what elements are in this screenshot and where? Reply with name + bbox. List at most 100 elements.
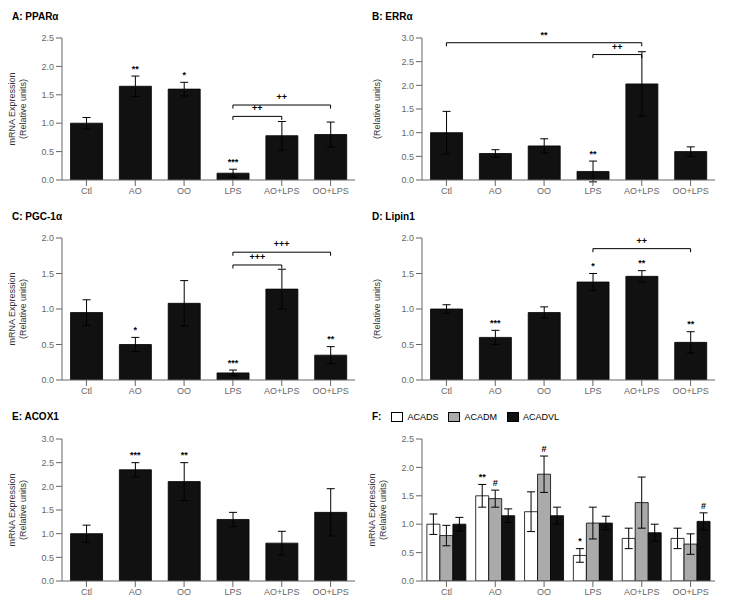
svg-text:AO+LPS: AO+LPS [264, 186, 299, 196]
svg-text:***: *** [228, 157, 239, 167]
svg-text:OO: OO [177, 587, 191, 597]
svg-text:OO+LPS: OO+LPS [312, 587, 348, 597]
svg-text:Ctl: Ctl [81, 387, 92, 397]
svg-text:***: *** [130, 450, 141, 460]
svg-text:0.0: 0.0 [401, 376, 414, 386]
svg-text:**: ** [541, 30, 549, 40]
svg-text:1.5: 1.5 [41, 90, 54, 100]
svg-text:++: ++ [612, 42, 623, 52]
svg-text:OO: OO [177, 387, 191, 397]
svg-text:**: ** [590, 149, 598, 159]
svg-text:1.0: 1.0 [401, 519, 414, 529]
svg-text:0.5: 0.5 [41, 147, 54, 157]
svg-text:0.5: 0.5 [41, 552, 54, 562]
svg-text:2.0: 2.0 [401, 462, 414, 472]
svg-text:Ctl: Ctl [441, 387, 452, 397]
svg-text:2.5: 2.5 [401, 57, 414, 67]
svg-text:OO+LPS: OO+LPS [672, 587, 708, 597]
svg-text:OO: OO [537, 186, 551, 196]
svg-text:0.0: 0.0 [401, 175, 414, 185]
svg-text:AO+LPS: AO+LPS [264, 387, 299, 397]
svg-text:2.0: 2.0 [41, 62, 54, 72]
svg-text:#: # [701, 500, 706, 510]
svg-text:++: ++ [252, 103, 263, 113]
svg-text:**: ** [327, 335, 335, 345]
svg-text:2.0: 2.0 [401, 234, 414, 244]
svg-text:2.5: 2.5 [401, 434, 414, 444]
svg-text:AO+LPS: AO+LPS [624, 186, 659, 196]
svg-text:2.5: 2.5 [41, 458, 54, 468]
svg-text:AO+LPS: AO+LPS [624, 587, 659, 597]
svg-text:1.0: 1.0 [41, 305, 54, 315]
svg-text:mRNA Expression(Relative units: mRNA Expression(Relative units) [368, 473, 388, 546]
svg-text:AO+LPS: AO+LPS [264, 587, 299, 597]
svg-text:1.0: 1.0 [401, 128, 414, 138]
svg-text:0.5: 0.5 [41, 340, 54, 350]
svg-text:AO: AO [129, 186, 142, 196]
svg-text:1.0: 1.0 [41, 118, 54, 128]
svg-text:LPS: LPS [584, 587, 601, 597]
svg-text:++: ++ [636, 236, 647, 246]
svg-text:Ctl: Ctl [441, 186, 452, 196]
svg-text:0.5: 0.5 [401, 152, 414, 162]
svg-text:+++: +++ [249, 252, 265, 262]
svg-text:AO: AO [489, 387, 502, 397]
svg-text:3.0: 3.0 [41, 434, 54, 444]
svg-text:**: ** [687, 320, 695, 330]
svg-text:#: # [493, 478, 498, 488]
svg-text:0.0: 0.0 [41, 576, 54, 586]
svg-text:*: * [578, 536, 582, 546]
svg-text:OO: OO [537, 387, 551, 397]
svg-text:(Relative units): (Relative units) [372, 79, 382, 139]
svg-text:AO: AO [129, 387, 142, 397]
svg-text:Ctl: Ctl [81, 587, 92, 597]
svg-text:AO: AO [489, 186, 502, 196]
svg-text:1.5: 1.5 [401, 104, 414, 114]
svg-text:AO: AO [129, 587, 142, 597]
svg-text:1.5: 1.5 [401, 491, 414, 501]
svg-text:mRNA Expression(Relative units: mRNA Expression(Relative units) [8, 273, 28, 346]
svg-text:0.0: 0.0 [41, 175, 54, 185]
svg-text:2.5: 2.5 [41, 33, 54, 43]
svg-text:0.5: 0.5 [401, 340, 414, 350]
svg-text:3.0: 3.0 [401, 33, 414, 43]
svg-text:**: ** [479, 472, 487, 482]
svg-text:***: *** [228, 358, 239, 368]
svg-text:mRNA Expression(Relative units: mRNA Expression(Relative units) [8, 473, 28, 546]
svg-text:LPS: LPS [584, 186, 601, 196]
svg-text:OO+LPS: OO+LPS [672, 186, 708, 196]
svg-text:LPS: LPS [224, 587, 241, 597]
svg-text:OO+LPS: OO+LPS [672, 387, 708, 397]
svg-text:0.5: 0.5 [401, 547, 414, 557]
svg-text:OO: OO [177, 186, 191, 196]
svg-text:1.0: 1.0 [41, 529, 54, 539]
svg-text:#: # [542, 443, 547, 453]
svg-text:LPS: LPS [224, 387, 241, 397]
svg-text:0.0: 0.0 [401, 576, 414, 586]
svg-text:mRNA Expression(Relative units: mRNA Expression(Relative units) [8, 72, 28, 145]
svg-text:OO+LPS: OO+LPS [312, 186, 348, 196]
svg-text:*: * [182, 70, 186, 80]
svg-text:1.0: 1.0 [401, 305, 414, 315]
svg-text:**: ** [181, 450, 189, 460]
svg-text:Ctl: Ctl [441, 587, 452, 597]
svg-text:+++: +++ [274, 240, 290, 250]
svg-text:2.0: 2.0 [41, 234, 54, 244]
svg-text:2.0: 2.0 [41, 481, 54, 491]
svg-text:*: * [134, 325, 138, 335]
svg-text:***: *** [490, 318, 501, 328]
svg-text:1.5: 1.5 [41, 269, 54, 279]
svg-text:**: ** [638, 259, 646, 269]
svg-text:Ctl: Ctl [81, 186, 92, 196]
svg-text:**: ** [132, 64, 140, 74]
svg-text:LPS: LPS [584, 387, 601, 397]
svg-text:AO+LPS: AO+LPS [624, 387, 659, 397]
svg-text:OO+LPS: OO+LPS [312, 387, 348, 397]
svg-text:*: * [591, 262, 595, 272]
svg-text:AO: AO [489, 587, 502, 597]
svg-text:OO: OO [537, 587, 551, 597]
svg-text:++: ++ [276, 92, 287, 102]
svg-text:LPS: LPS [224, 186, 241, 196]
svg-text:1.5: 1.5 [401, 269, 414, 279]
svg-text:2.0: 2.0 [401, 81, 414, 91]
